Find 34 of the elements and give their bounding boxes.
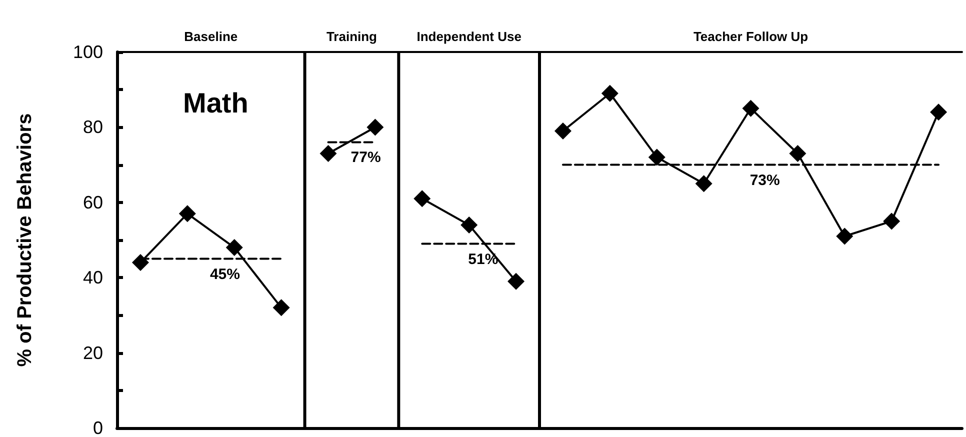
y-tick-label: 0 (92, 418, 103, 437)
point (132, 254, 149, 272)
point (554, 122, 572, 140)
annotation: 51% (468, 250, 498, 268)
point (742, 100, 760, 117)
point (414, 190, 431, 208)
y-tick-label: 20 (82, 342, 103, 363)
point (460, 216, 478, 234)
point (601, 84, 618, 102)
point (508, 272, 525, 290)
y-tick-label: 80 (82, 117, 103, 138)
point (836, 228, 854, 245)
point (648, 148, 666, 166)
point (226, 239, 243, 256)
point (695, 175, 712, 192)
point (789, 145, 806, 162)
annotation: 73% (750, 172, 780, 189)
y-axis-title: % of Productive Behaviors (14, 113, 36, 367)
point (178, 205, 196, 222)
text: Math (183, 88, 248, 118)
y-tick-label: 40 (82, 268, 103, 288)
y-tick-label: 100 (72, 42, 103, 62)
point (930, 104, 948, 121)
point (272, 299, 290, 316)
text: Training (326, 29, 378, 44)
annotation: 45% (210, 266, 240, 283)
text: Baseline (184, 29, 238, 44)
point (883, 212, 900, 230)
point (366, 118, 384, 136)
y-tick-label: 60 (82, 192, 103, 212)
annotation: 77% (350, 149, 381, 166)
text: Independent Use (416, 29, 522, 44)
point (320, 145, 337, 162)
text: Teacher Follow Up (693, 29, 808, 44)
